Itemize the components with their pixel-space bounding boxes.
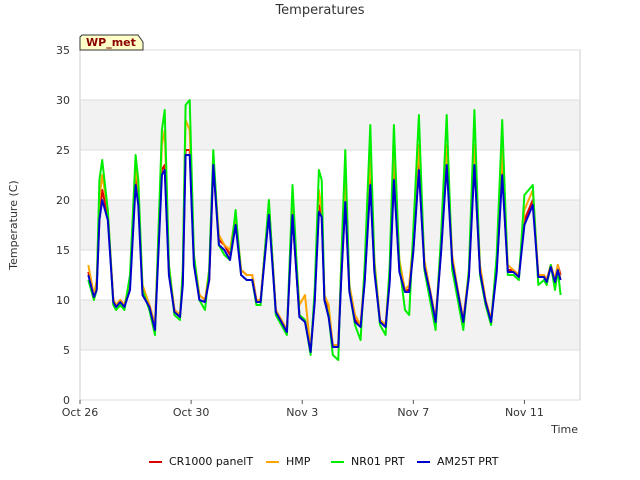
x-axis-ticks: Oct 26 Oct 30 Nov 3 Nov 7 Nov 11: [62, 400, 544, 419]
y-axis-ticks: 0 5 10 15 20 25 30 35: [56, 44, 70, 407]
legend-label-am25t-prt: AM25T PRT: [437, 455, 499, 468]
y-tick-label: 5: [63, 344, 70, 357]
legend-label-hmp: HMP: [286, 455, 311, 468]
series-line-am25t-prt: [87, 154, 562, 353]
x-tick-label: Oct 26: [62, 406, 99, 419]
site-badge-label: WP_met: [86, 36, 136, 49]
site-badge-box: [79, 34, 144, 51]
series-lines: [87, 99, 562, 361]
y-tick-label: 10: [56, 294, 70, 307]
y-tick-label: 20: [56, 194, 70, 207]
grid-lines: [80, 49, 580, 401]
x-tick-label: Oct 30: [173, 406, 210, 419]
legend: CR1000 panelT HMP NR01 PRT AM25T PRT: [149, 455, 499, 468]
y-tick-label: 25: [56, 144, 70, 157]
y-tick-label: 15: [56, 244, 70, 257]
shaded-band: [80, 100, 580, 150]
y-axis-label: Temperature (C): [7, 180, 20, 270]
y-tick-label: 0: [63, 394, 70, 407]
chart-title: Temperatures: [274, 3, 364, 18]
x-tick-label: Nov 7: [397, 406, 429, 419]
x-tick-label: Nov 3: [286, 406, 318, 419]
site-badge: WP_met: [79, 34, 144, 51]
x-tick-label: Nov 11: [505, 406, 544, 419]
x-axis-label: Time: [550, 423, 578, 436]
legend-label-nr01-prt: NR01 PRT: [351, 455, 405, 468]
y-tick-label: 30: [56, 94, 70, 107]
legend-label-cr1000-panelt: CR1000 panelT: [169, 455, 253, 468]
y-tick-label: 35: [56, 44, 70, 57]
